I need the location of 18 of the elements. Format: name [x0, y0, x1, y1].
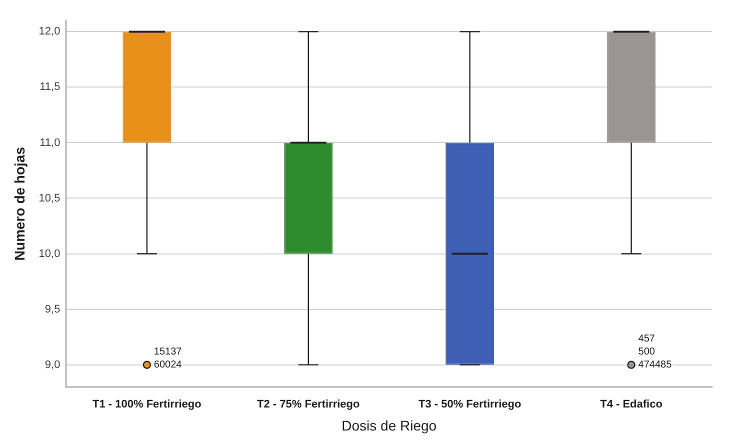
y-tick-label: 9,5 — [44, 303, 60, 316]
y-axis-title: Numero de hojas — [11, 146, 28, 261]
y-tick-label: 10,0 — [38, 248, 60, 260]
x-tick-label: T3 - 50% Fertirriego — [418, 398, 522, 411]
x-tick-label: T2 - 75% Fertirriego — [257, 398, 360, 411]
y-tick-label: 10,5 — [38, 192, 60, 204]
annotation: 60024 — [154, 360, 182, 371]
annotation: 457 — [638, 334, 656, 345]
x-tick-label: T4 - Edafico — [600, 398, 663, 411]
x-tick-label: T1 - 100% Fertirriego — [92, 398, 202, 411]
annotation: 500 — [638, 346, 656, 358]
y-tick-label: 11,0 — [40, 136, 60, 149]
y-tick-label: 9,0 — [44, 358, 60, 371]
y-tick-label: 12,0 — [38, 26, 60, 38]
annotation: 474485 — [638, 360, 672, 371]
y-tick-label: 11,5 — [40, 81, 60, 94]
x-axis-title: Dosis de Riego — [342, 417, 437, 434]
annotation: 15137 — [154, 346, 182, 358]
